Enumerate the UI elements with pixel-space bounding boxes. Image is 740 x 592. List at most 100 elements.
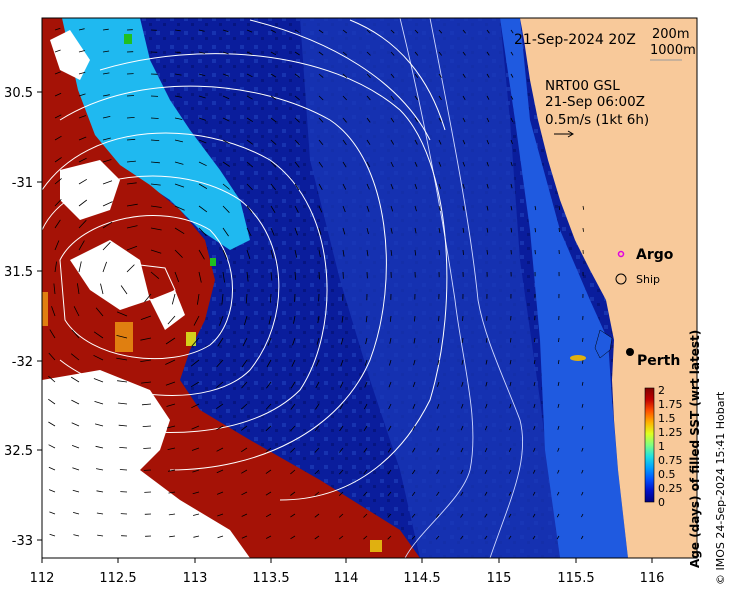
current-vector	[174, 73, 182, 76]
current-vector	[54, 219, 61, 229]
current-vector	[95, 307, 104, 317]
current-vector	[70, 376, 80, 383]
current-vector	[166, 403, 176, 407]
current-vector	[294, 205, 299, 213]
current-vector	[193, 513, 200, 516]
current-vector	[216, 403, 224, 410]
current-vector	[265, 513, 272, 518]
current-vector	[270, 29, 276, 33]
current-vector	[366, 117, 371, 123]
current-vector	[340, 337, 344, 345]
current-vector	[198, 95, 206, 99]
y-tick-label: 32.5	[4, 444, 33, 459]
current-vector	[270, 95, 277, 100]
current-vector	[191, 403, 200, 409]
green-speck	[210, 258, 216, 266]
current-vector	[174, 271, 180, 283]
current-vector	[315, 359, 320, 367]
current-vector	[126, 160, 136, 163]
current-vector	[270, 51, 277, 56]
current-vector	[438, 205, 441, 212]
current-vector	[558, 227, 560, 233]
current-vector	[119, 469, 128, 471]
current-vector	[462, 315, 464, 321]
current-vector	[141, 381, 152, 384]
current-vector	[78, 71, 86, 75]
current-vector	[342, 95, 347, 101]
current-vector	[78, 115, 87, 119]
current-vector	[191, 337, 200, 347]
current-vector	[460, 425, 464, 431]
rottnest-island	[570, 355, 586, 361]
current-vector	[533, 447, 536, 452]
current-vector	[339, 469, 344, 475]
current-vector	[78, 50, 85, 53]
current-vector	[48, 444, 56, 449]
current-vector	[78, 157, 87, 163]
isobath-1000m	[399, 18, 474, 558]
current-vector	[174, 117, 183, 120]
current-vector	[508, 469, 512, 474]
current-vector	[222, 183, 230, 190]
current-vector	[294, 139, 300, 146]
current-vector	[316, 337, 320, 345]
current-vector	[484, 425, 488, 431]
current-vector	[270, 73, 277, 78]
current-vector	[461, 359, 464, 365]
current-vector	[222, 227, 229, 237]
current-vector	[460, 535, 464, 540]
current-vector	[126, 264, 135, 273]
current-vector	[143, 447, 152, 449]
current-vector	[54, 114, 62, 119]
current-vector	[438, 95, 442, 101]
current-vector	[266, 535, 272, 539]
current-vector	[54, 71, 61, 75]
current-vector	[126, 203, 138, 207]
current-vector	[414, 139, 418, 145]
current-vector	[365, 337, 368, 345]
current-vector	[268, 315, 272, 325]
current-vector	[414, 117, 418, 123]
current-vector	[318, 95, 324, 101]
current-vector	[174, 139, 183, 143]
current-vector	[484, 513, 488, 518]
current-vector	[165, 359, 176, 365]
shelf-ocean	[500, 18, 628, 558]
current-vector	[318, 271, 320, 280]
current-vector	[388, 425, 392, 431]
current-vector	[198, 139, 207, 144]
current-vector	[240, 403, 248, 410]
current-vector	[290, 469, 296, 475]
current-vector	[222, 51, 229, 55]
current-vector	[314, 447, 320, 453]
current-vector	[436, 425, 440, 431]
current-vector	[71, 329, 80, 339]
current-vector	[389, 359, 392, 366]
current-vector	[241, 491, 248, 496]
current-vector	[510, 29, 514, 34]
current-vector	[292, 337, 296, 346]
current-vector	[582, 227, 584, 232]
current-vector	[168, 491, 176, 494]
current-vector	[390, 73, 395, 78]
current-vector	[390, 51, 395, 56]
current-vector	[96, 512, 104, 515]
current-vector	[461, 337, 464, 343]
current-vector	[317, 315, 320, 324]
current-vector	[48, 375, 56, 383]
current-vector	[126, 138, 136, 141]
current-vector	[366, 95, 371, 101]
current-vector	[388, 403, 392, 410]
current-vector	[558, 337, 560, 343]
credit-label: © IMOS 24-Sep-2024 15:41 Hobart	[714, 391, 727, 585]
yellow-speck	[186, 332, 196, 346]
current-vector	[366, 161, 371, 168]
current-vector	[318, 29, 324, 34]
current-vector	[414, 73, 419, 78]
current-vector	[265, 469, 272, 474]
current-vector	[462, 183, 465, 189]
current-vector	[290, 513, 296, 518]
current-vector	[438, 249, 440, 256]
current-vector	[222, 73, 230, 77]
